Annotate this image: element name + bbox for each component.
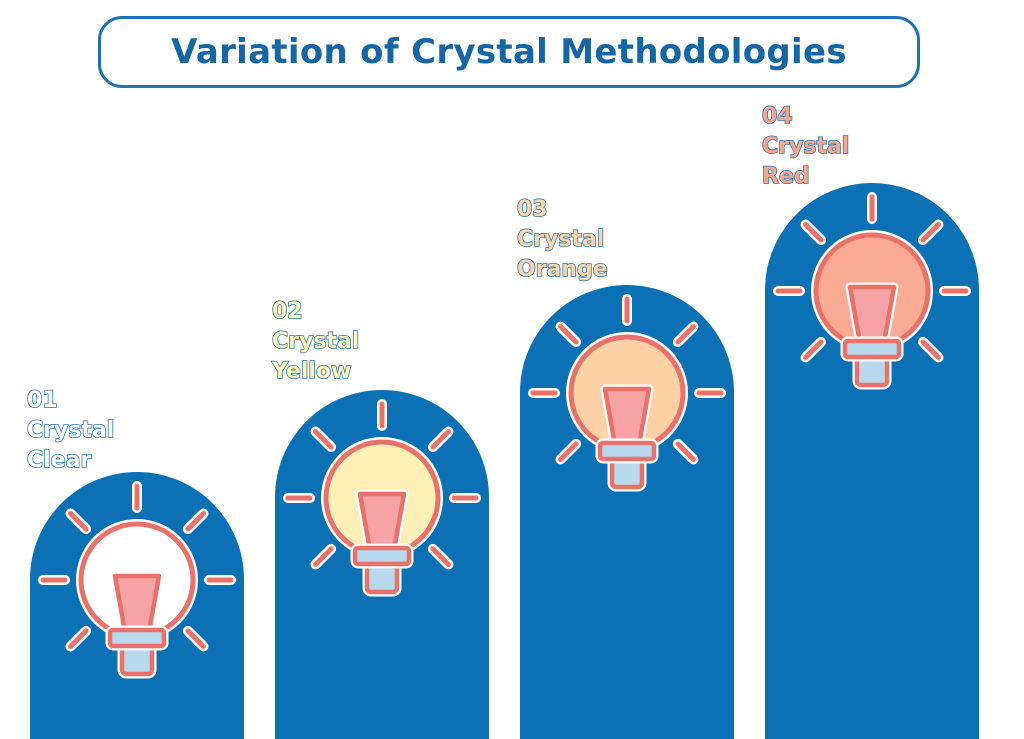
lightbulb-icon [773,192,971,390]
step-name-line1: Crystal [516,226,605,253]
page-title: Variation of Crystal Methodologies [171,32,847,72]
pillar-04 [765,183,979,739]
step-number: 01 [26,387,58,414]
lightbulb-icon [38,481,236,679]
title-box: Variation of Crystal Methodologies [98,16,920,88]
step-name-line1: Crystal [761,133,850,160]
step-name-line2: Red [761,163,810,190]
pillar-shape [520,285,734,739]
pillar-02 [275,390,489,739]
step-name-line2: Orange [516,256,608,283]
step-number: 04 [761,103,793,130]
lightbulb-icon [528,294,726,492]
pillar-shape [275,390,489,739]
lightbulb-icon [283,399,481,597]
step-number: 03 [516,196,548,223]
step-label-01: 01 Crystal Clear [26,386,115,476]
step-label-02: 02 Crystal Yellow [271,297,360,387]
pillar-shape [30,472,244,739]
pillar-background [765,183,979,739]
step-name-line1: Crystal [26,417,115,444]
step-name-line2: Yellow [271,358,352,385]
step-label-03: 03 Crystal Orange [516,195,608,285]
step-label-04: 04 Crystal Red [761,102,850,192]
pillar-01 [30,472,244,739]
step-name-line1: Crystal [271,328,360,355]
pillar-shape [765,183,979,739]
step-number: 02 [271,298,303,325]
pillar-03 [520,285,734,739]
step-name-line2: Clear [26,447,92,474]
